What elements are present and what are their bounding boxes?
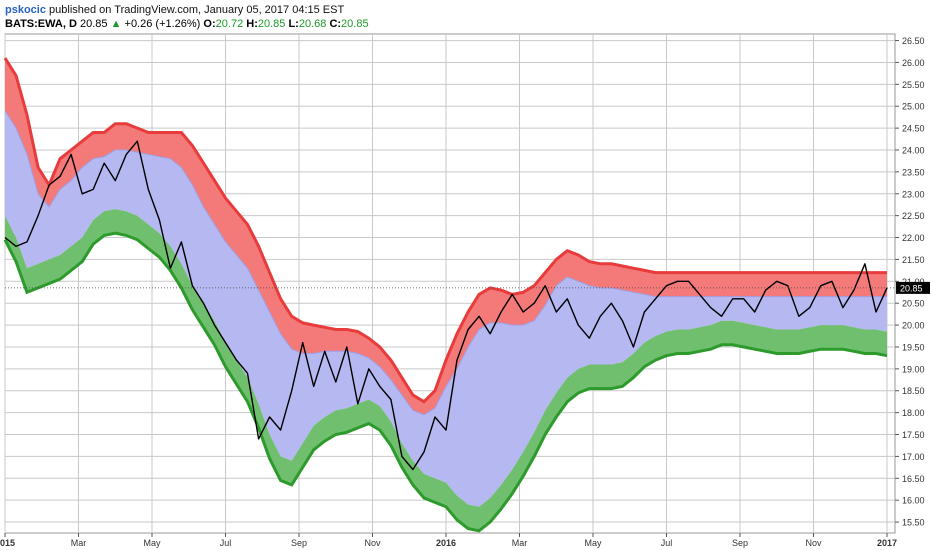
price-line xyxy=(4,140,888,471)
y-tick-label: 20.50 xyxy=(902,299,925,309)
x-tick-label: May xyxy=(143,538,161,548)
y-tick-label: 19.50 xyxy=(902,342,925,352)
author-link[interactable]: pskocic xyxy=(5,4,46,16)
y-tick-label: 25.50 xyxy=(902,80,925,90)
high-label: H: xyxy=(246,18,258,30)
publish-info: published on TradingView.com, January 05… xyxy=(49,4,345,16)
y-tick-label: 21.50 xyxy=(902,255,925,265)
low-value: 20.68 xyxy=(298,18,327,30)
middle-band-line xyxy=(4,110,887,416)
last-price-badge xyxy=(896,281,930,294)
y-tick-label: 18.50 xyxy=(902,386,925,396)
x-tick-label: Nov xyxy=(805,538,822,548)
close-value: 20.85 xyxy=(341,18,369,30)
y-tick-label: 17.00 xyxy=(902,452,925,462)
open-label: O: xyxy=(203,18,216,30)
y-tick-label: 15.50 xyxy=(902,518,925,528)
x-tick-label: May xyxy=(584,538,602,548)
y-tick-label: 26.50 xyxy=(902,36,925,46)
x-tick-label: Jul xyxy=(661,538,673,548)
axes: 15.50 16.00 16.50 17.00 17.50 18.00 18.50 19.00… xyxy=(0,36,930,548)
y-tick-label: 22.50 xyxy=(902,211,925,221)
y-tick-label: 18.00 xyxy=(902,408,925,418)
x-tick-label: 2016 xyxy=(436,538,456,548)
series-lines xyxy=(3,57,895,533)
y-tick-label: 17.50 xyxy=(902,430,925,440)
y-tick-label: 16.00 xyxy=(902,496,925,506)
high-value: 20.85 xyxy=(257,18,286,30)
y-tick-label: 24.50 xyxy=(902,124,925,134)
x-tick-label: Jul xyxy=(220,538,232,548)
lower-band-line xyxy=(3,231,888,533)
x-tick-label: Mar xyxy=(512,538,528,548)
low-label: L: xyxy=(288,18,299,30)
y-tick-label: 23.50 xyxy=(902,167,925,177)
y-tick-label: 22.00 xyxy=(902,233,925,243)
y-tick-label: 24.00 xyxy=(902,145,925,155)
x-tick-label: 2017 xyxy=(877,538,897,548)
y-tick-label: 16.50 xyxy=(902,474,925,484)
symbol-label: BATS:EWA, D xyxy=(5,18,77,30)
upper-band-line xyxy=(3,57,887,404)
close-label: C: xyxy=(329,18,342,30)
ohlc-line: BATS:EWA, D 20.85 ▲ +0.26 (+1.26%) O:20.… xyxy=(5,17,885,31)
y-tick-label: 19.00 xyxy=(902,364,925,374)
publish-line: pskocic published on TradingView.com, Ja… xyxy=(5,3,885,17)
y-tick-label: 21.00 xyxy=(902,277,925,287)
x-tick-label: Mar xyxy=(71,538,87,548)
change-arrow-icon: ▲ xyxy=(110,18,122,30)
last-price-badge-label: 20.85 xyxy=(900,283,923,293)
y-tick-label: 25.00 xyxy=(902,102,925,112)
x-tick-label: Sep xyxy=(291,538,307,548)
chart-header: pskocic published on TradingView.com, Ja… xyxy=(5,3,885,33)
y-tick-label: 20.00 xyxy=(902,321,925,331)
open-value: 20.72 xyxy=(215,18,244,30)
lower-band-fill xyxy=(5,209,887,531)
y-tick-label: 26.00 xyxy=(902,58,925,68)
x-tick-label: 2015 xyxy=(0,538,15,548)
x-tick-label: Nov xyxy=(364,538,381,548)
change-value: +0.26 (+1.26%) xyxy=(124,18,201,30)
x-tick-label: Sep xyxy=(732,538,748,548)
last-price: 20.85 xyxy=(79,18,108,30)
y-tick-label: 23.00 xyxy=(902,189,925,199)
